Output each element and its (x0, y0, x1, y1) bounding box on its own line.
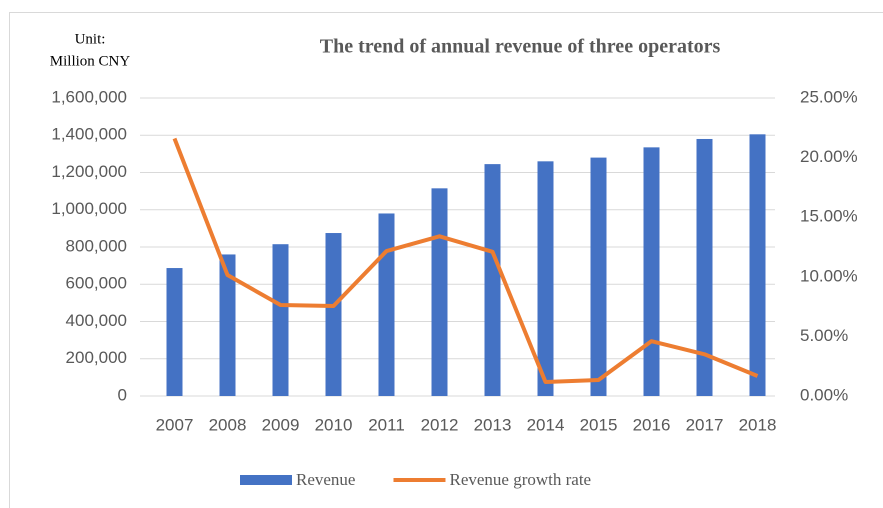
bar (166, 268, 183, 396)
x-tick-label: 2017 (686, 415, 724, 434)
bar (643, 147, 660, 396)
bar (219, 254, 236, 396)
x-tick-label: 2018 (739, 415, 777, 434)
y-tick-label: 0 (118, 385, 127, 404)
x-tick-label: 2014 (527, 415, 565, 434)
x-tick-label: 2015 (580, 415, 618, 434)
y2-tick-label: 10.00% (800, 266, 858, 285)
y2-tick-label: 5.00% (800, 326, 848, 345)
x-tick-label: 2012 (421, 415, 459, 434)
bar (590, 157, 607, 396)
y2-tick-label: 25.00% (800, 87, 858, 106)
y-tick-label: 1,600,000 (51, 87, 127, 106)
y2-tick-label: 0.00% (800, 385, 848, 404)
y-tick-label: 1,400,000 (51, 125, 127, 144)
legend-label: Revenue (296, 470, 355, 489)
bar (325, 233, 342, 396)
y-tick-label: 600,000 (66, 274, 127, 293)
x-tick-label: 2008 (209, 415, 247, 434)
x-tick-label: 2010 (315, 415, 353, 434)
y-tick-label: 800,000 (66, 236, 127, 255)
bar (272, 244, 289, 396)
x-tick-label: 2007 (156, 415, 194, 434)
line (172, 137, 759, 385)
x-tick-label: 2016 (633, 415, 671, 434)
chart-title: The trend of annual revenue of three ope… (320, 36, 721, 58)
y-tick-label: 200,000 (66, 348, 127, 367)
y2-tick-label: 15.00% (800, 207, 858, 226)
legend-label: Revenue growth rate (449, 470, 591, 489)
y-tick-label: 400,000 (66, 311, 127, 330)
y-tick-label: 1,000,000 (51, 199, 127, 218)
bar (378, 213, 395, 396)
bar (484, 164, 501, 396)
y2-tick-label: 20.00% (800, 147, 858, 166)
y-tick-label: 1,200,000 (51, 162, 127, 181)
x-tick-label: 2011 (368, 415, 405, 434)
chart-border (9, 12, 883, 508)
legend-swatch (240, 475, 292, 485)
unit-label: Million CNY (50, 53, 131, 69)
x-tick-label: 2009 (262, 415, 300, 434)
bar (537, 161, 554, 396)
bar (431, 188, 448, 396)
unit-label: Unit: (75, 31, 106, 47)
x-tick-label: 2013 (474, 415, 512, 434)
bar (749, 134, 766, 396)
bar (696, 138, 713, 396)
